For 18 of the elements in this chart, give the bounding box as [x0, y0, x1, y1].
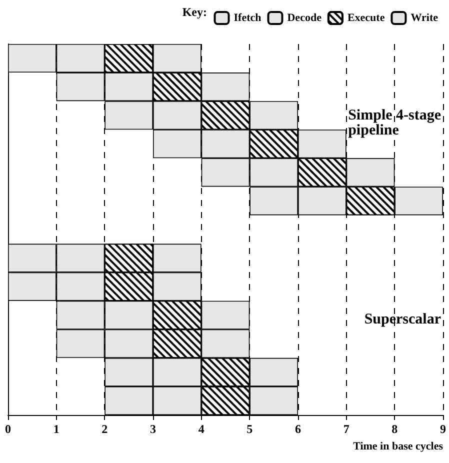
x-tick-label: 7 [343, 422, 350, 436]
legend-label: Write [410, 12, 438, 24]
x-tick-label: 3 [150, 422, 156, 436]
x-tick-label: 2 [102, 422, 108, 436]
legend-title: Key: [182, 5, 207, 19]
x-tick-label: 1 [53, 422, 60, 436]
x-tick-label: 4 [198, 422, 204, 436]
annotation: Simple 4-stage pipeline [348, 108, 442, 138]
x-tick-label: 5 [246, 422, 253, 436]
x-tick-label: 9 [440, 422, 446, 436]
x-tick-label: 6 [295, 422, 301, 436]
x-tick-label: 8 [392, 422, 398, 436]
x-axis-title: Time in base cycles [353, 440, 444, 452]
legend-label: Decode [287, 12, 322, 24]
legend-label: Execute [347, 12, 385, 24]
annotation: Superscalar [364, 312, 442, 328]
x-tick-label: 0 [5, 422, 11, 436]
legend-label: Ifetch [234, 12, 262, 24]
